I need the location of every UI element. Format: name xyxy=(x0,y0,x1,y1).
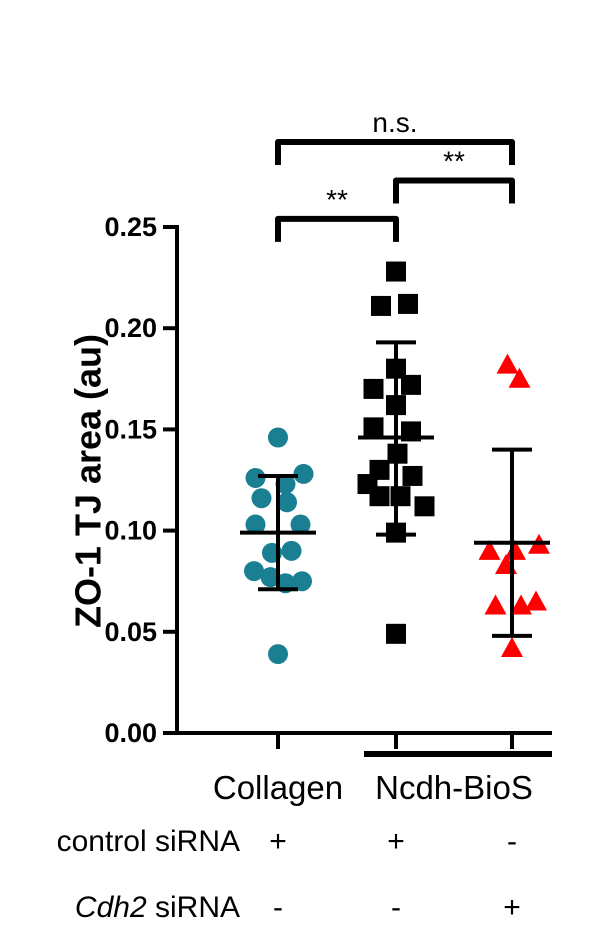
data-point xyxy=(245,514,266,535)
data-point xyxy=(268,644,288,665)
significance-label: ** xyxy=(443,145,465,176)
significance-bracket xyxy=(275,215,399,242)
data-point xyxy=(277,492,297,513)
y-axis-label: ZO-1 TJ area (au) xyxy=(68,334,109,628)
data-point xyxy=(244,561,264,582)
condition-sign: + xyxy=(503,891,521,924)
data-point xyxy=(275,474,296,495)
y-tick-label: 0.15 xyxy=(104,414,157,444)
data-point xyxy=(363,378,384,399)
data-point xyxy=(402,465,423,486)
data-point xyxy=(386,623,406,644)
data-point xyxy=(363,417,384,438)
y-tick-label: 0.20 xyxy=(104,313,157,343)
category-label: Collagen xyxy=(213,769,343,806)
condition-label: Cdh2 siRNA xyxy=(75,891,240,924)
data-point xyxy=(293,463,314,484)
data-point xyxy=(371,295,391,316)
data-point xyxy=(290,514,311,535)
condition-label: control siRNA xyxy=(57,825,240,858)
plot-area: 0.00 0.05 0.10 0.15 0.20 0.25 Collagen Ncdh-Bio… xyxy=(57,107,552,924)
condition-label-text: siRNA xyxy=(155,891,240,924)
data-point xyxy=(260,567,281,588)
data-point xyxy=(386,261,406,282)
data-point xyxy=(398,293,418,314)
condition-label-italic: Cdh2 xyxy=(75,891,155,924)
condition-sign: + xyxy=(269,825,287,858)
data-point xyxy=(245,467,266,488)
data-point xyxy=(478,539,501,560)
data-point xyxy=(251,488,272,509)
data-point xyxy=(390,486,411,507)
data-point xyxy=(292,571,312,592)
condition-sign: - xyxy=(273,891,283,924)
data-point xyxy=(525,590,547,611)
condition-sign: + xyxy=(387,825,405,858)
y-tick-label: 0.10 xyxy=(104,516,157,546)
significance-bracket xyxy=(275,138,515,165)
data-point xyxy=(501,636,523,657)
data-point xyxy=(508,367,531,388)
data-point xyxy=(369,486,390,507)
data-point xyxy=(281,540,302,561)
category-label: Ncdh-BioS xyxy=(375,769,533,806)
data-point xyxy=(268,427,288,448)
data-point xyxy=(484,594,507,615)
condition-sign: - xyxy=(391,891,401,924)
data-point xyxy=(496,353,519,374)
data-point xyxy=(414,496,435,517)
y-tick-label: 0.25 xyxy=(104,212,157,242)
condition-sign: - xyxy=(507,825,517,858)
y-tick-label: 0.00 xyxy=(104,718,157,748)
data-point xyxy=(504,539,526,560)
significance-bracket xyxy=(393,177,515,204)
significance-label: n.s. xyxy=(372,107,417,138)
significance-label: ** xyxy=(326,184,348,215)
data-point xyxy=(401,374,421,395)
y-tick-label: 0.05 xyxy=(104,617,157,647)
